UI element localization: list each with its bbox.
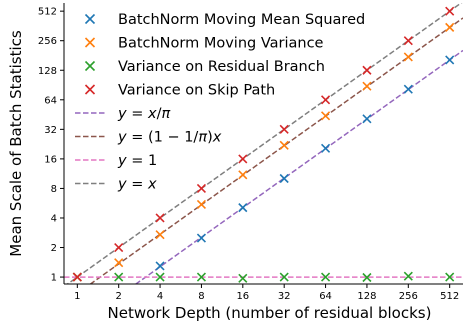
data-point (362, 272, 372, 283)
data-point (403, 52, 413, 62)
data-point (238, 203, 248, 213)
y-tick-label: 128 (38, 66, 57, 77)
data-point (279, 124, 289, 134)
data-point (196, 199, 207, 209)
data-point (72, 272, 82, 282)
data-point (114, 272, 124, 282)
data-point (196, 233, 207, 243)
data-point (320, 95, 331, 105)
data-point (362, 65, 372, 75)
legend-entry: BatchNorm Moving Variance (84, 36, 324, 52)
x-tick-label: 2 (116, 291, 122, 302)
reference-line (66, 3, 463, 284)
legend-entry: BatchNorm Moving Mean Squared (84, 12, 365, 28)
data-point (155, 261, 165, 271)
legend-entry: y = x (75, 177, 157, 193)
data-point (196, 183, 207, 194)
reference-lines (64, 3, 463, 284)
x-tick-label: 256 (399, 291, 418, 302)
data-point (238, 154, 248, 164)
data-point (320, 111, 331, 121)
y-tick-label: 4 (51, 213, 57, 224)
legend-entry: y = (1 − 1/π)x (75, 130, 222, 146)
x-tick-label: 512 (440, 291, 459, 302)
legend-label: y = x (117, 177, 157, 193)
x-tick-label: 4 (157, 291, 163, 302)
legend-label: Variance on Skip Path (118, 83, 275, 99)
data-point (362, 114, 372, 124)
data-point (279, 140, 289, 150)
legend-entry: y = 1 (75, 153, 157, 169)
data-point (445, 55, 455, 65)
y-ticks: 1 2 4 8 16 32 64 128 256 512 (38, 7, 64, 284)
legend-label: y = x/π (117, 106, 170, 122)
data-point (445, 6, 455, 16)
data-point (238, 170, 248, 180)
x-tick-label: 32 (278, 291, 291, 302)
legend-label: BatchNorm Moving Variance (118, 36, 324, 52)
legend: BatchNorm Moving Mean Squared BatchNorm M… (75, 12, 365, 193)
data-point (362, 81, 372, 91)
y-tick-label: 512 (38, 7, 57, 18)
y-axis-title: Mean Scale of Batch Statistics (7, 30, 25, 257)
data-point (155, 230, 165, 240)
data-point (238, 273, 248, 283)
data-point (155, 272, 165, 282)
y-tick-label: 2 (51, 243, 57, 254)
reference-line (134, 49, 463, 284)
y-tick-label: 1 (51, 273, 57, 284)
legend-label: y = (1 − 1/π)x (117, 130, 222, 146)
data-point (114, 242, 124, 253)
legend-entry: Variance on Residual Branch (84, 59, 325, 75)
legend-label: BatchNorm Moving Mean Squared (118, 12, 365, 28)
data-point (445, 272, 455, 282)
data-point (403, 271, 413, 281)
y-tick-label: 64 (44, 95, 57, 106)
data-point (279, 272, 289, 282)
x-tick-label: 128 (357, 291, 376, 302)
data-point (320, 272, 331, 282)
x-axis-title: Network Depth (number of residual blocks… (108, 304, 432, 322)
legend-label: y = 1 (117, 153, 157, 169)
data-point (114, 258, 124, 268)
data-point (403, 36, 413, 46)
legend-entry: Variance on Skip Path (84, 83, 275, 99)
x-ticks: 1 2 4 8 16 32 64 128 256 512 (74, 284, 459, 302)
x-tick-label: 64 (319, 291, 332, 302)
data-point (320, 143, 331, 153)
data-point (155, 213, 165, 223)
data-point (403, 84, 413, 94)
data-point (279, 173, 289, 184)
y-tick-label: 256 (38, 36, 57, 47)
y-tick-label: 32 (44, 125, 57, 136)
data-point (445, 22, 455, 32)
data-point (196, 272, 207, 282)
axes (63, 3, 463, 285)
x-tick-label: 8 (198, 291, 204, 302)
x-tick-label: 1 (74, 291, 80, 302)
legend-label: Variance on Residual Branch (118, 59, 325, 75)
reference-line (89, 17, 463, 284)
data-markers (72, 6, 455, 283)
legend-entry: y = x/π (75, 106, 170, 122)
x-tick-label: 16 (236, 291, 249, 302)
y-tick-label: 8 (51, 184, 57, 195)
y-tick-label: 16 (44, 154, 57, 165)
